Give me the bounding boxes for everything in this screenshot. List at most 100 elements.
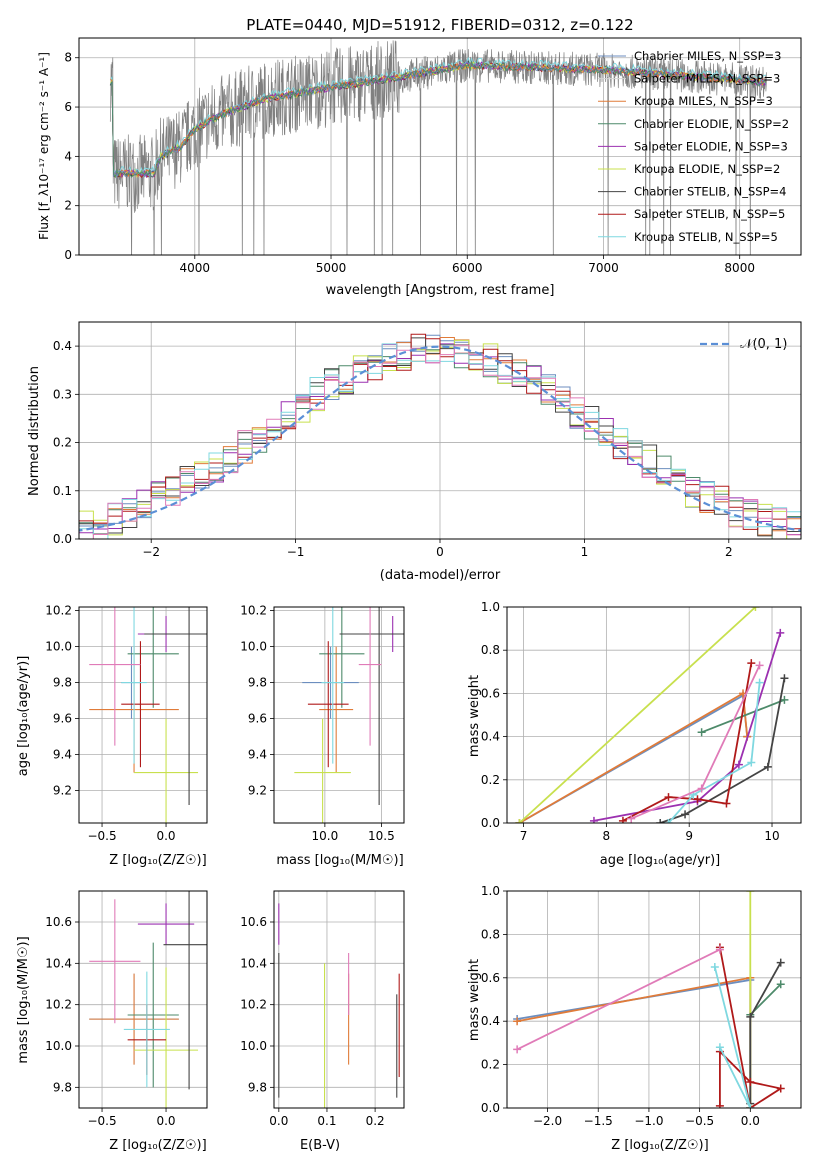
mwz-marker bbox=[715, 1101, 724, 1108]
mwz-axes: −2.0 −1.5 −1.0 −0.5 0.0 0.0 0.2 0.4 0.6 0.8 1.0 bbox=[481, 884, 801, 1128]
mwz-frame bbox=[506, 890, 802, 1109]
mwage-marker bbox=[763, 762, 772, 771]
massz-axes: −0.5 0.0 9.8 10.0 10.2 10.4 10.6 bbox=[45, 891, 207, 1128]
mwage-marker bbox=[656, 819, 665, 823]
residual-xtick-label: 2 bbox=[725, 545, 733, 559]
agemass-axes: 10.0 10.5 9.2 9.4 9.6 9.8 10.0 10.2 bbox=[240, 604, 404, 843]
spectrum-lines bbox=[109, 40, 768, 255]
mwage-series-line bbox=[701, 699, 785, 734]
mwage-marker bbox=[627, 814, 636, 823]
spectrum-xtick-label: 4000 bbox=[180, 261, 211, 275]
mwz-series-line bbox=[516, 948, 721, 1051]
massebv-ytick-label: 9.8 bbox=[248, 1080, 267, 1094]
massebv-axes: 0.0 0.1 0.2 9.8 10.0 10.2 10.4 10.6 bbox=[240, 891, 404, 1128]
agemass-frame bbox=[273, 606, 405, 824]
mwage-marker bbox=[697, 728, 706, 737]
mwage-ytick-label: 0.6 bbox=[481, 686, 500, 700]
mwage-marker bbox=[780, 674, 789, 683]
mwz-xlabel: Z [log₁₀(Z/Z☉)] bbox=[611, 1138, 708, 1153]
mwage-marker bbox=[664, 819, 673, 823]
spectrum-ytick-label: 4 bbox=[64, 149, 72, 163]
massebv-xtick-label: 0.2 bbox=[366, 1114, 385, 1128]
residual-xtick-label: 1 bbox=[581, 545, 589, 559]
residual-ytick-label: 0.2 bbox=[53, 436, 72, 450]
agez-xtick-label: 0.0 bbox=[156, 829, 175, 843]
mwz-xtick-label: −1.5 bbox=[584, 1114, 613, 1128]
agemass-points bbox=[294, 607, 404, 823]
agemass-xlabel: mass [log₁₀(M/M☉)] bbox=[276, 853, 403, 868]
agemass-ytick-label: 9.2 bbox=[248, 784, 267, 798]
spectrum-model-line bbox=[109, 60, 767, 179]
mwage-marker bbox=[747, 758, 756, 767]
mwage-xlabel: age [log₁₀(age/yr)] bbox=[600, 853, 721, 868]
mwage-ytick-label: 1.0 bbox=[481, 600, 500, 614]
mwage-lines bbox=[515, 607, 789, 823]
agez-ylabel: age [log₁₀(age/yr)] bbox=[16, 656, 31, 777]
mwage-xtick-label: 9 bbox=[685, 829, 693, 843]
mwage-series-line bbox=[593, 632, 782, 822]
spectrum-ylabel: Flux [f_λ10⁻¹⁷ erg cm⁻² s⁻¹ A⁻¹] bbox=[37, 52, 51, 240]
residual-ytick-label: 0.3 bbox=[53, 387, 72, 401]
massebv-xtick-label: 0.0 bbox=[269, 1114, 288, 1128]
massz-ytick-label: 10.2 bbox=[45, 998, 72, 1012]
figure-title: PLATE=0440, MJD=51912, FIBERID=0312, z=0… bbox=[246, 16, 633, 34]
residual-hist-line bbox=[79, 333, 801, 530]
mwage-marker bbox=[747, 659, 756, 668]
mwage-xtick-label: 7 bbox=[520, 829, 528, 843]
legend-label: Chabrier STELIB, N_SSP=4 bbox=[634, 185, 786, 199]
mwage-marker bbox=[515, 819, 524, 823]
mwage-series-line bbox=[518, 607, 757, 823]
mwz-marker bbox=[776, 1084, 785, 1093]
mwage-xtick-label: 10 bbox=[764, 829, 779, 843]
legend-label: Salpeter STELIB, N_SSP=5 bbox=[634, 207, 785, 221]
massz-ytick-label: 10.4 bbox=[45, 956, 72, 970]
mwz-marker bbox=[746, 891, 755, 895]
mwage-marker bbox=[664, 793, 673, 802]
mwage-marker bbox=[734, 760, 743, 769]
agez-ytick-label: 10.2 bbox=[45, 604, 72, 618]
mwage-ytick-label: 0.2 bbox=[481, 773, 500, 787]
legend-label: Chabrier ELODIE, N_SSP=2 bbox=[634, 117, 789, 131]
mwage-xtick-label: 8 bbox=[603, 829, 611, 843]
agez-xtick-label: −0.5 bbox=[87, 829, 116, 843]
spectrum-frame bbox=[78, 37, 802, 256]
agez-frame bbox=[78, 606, 208, 824]
mwz-marker bbox=[710, 962, 719, 971]
mwz-ytick-label: 0.6 bbox=[481, 971, 500, 985]
mwage-marker bbox=[681, 810, 690, 819]
agemass-ytick-label: 9.6 bbox=[248, 712, 267, 726]
mwage-marker bbox=[755, 678, 764, 687]
mwage-series-line bbox=[659, 678, 786, 823]
legend-label: Salpeter MILES, N_SSP=3 bbox=[634, 72, 780, 86]
mwz-ylabel: mass weight bbox=[467, 959, 482, 1041]
agemass-ytick-label: 9.8 bbox=[248, 676, 267, 690]
spectrum-xtick-label: 7000 bbox=[588, 261, 619, 275]
mwz-ytick-label: 0.2 bbox=[481, 1058, 500, 1072]
massz-points bbox=[89, 891, 207, 1108]
legend-label: Kroupa MILES, N_SSP=3 bbox=[634, 94, 773, 108]
mwz-xtick-label: −1.0 bbox=[634, 1114, 663, 1128]
mwage-marker bbox=[722, 799, 731, 808]
mwz-series-line bbox=[713, 966, 752, 1108]
massz-ytick-label: 10.0 bbox=[45, 1039, 72, 1053]
mwz-lines bbox=[513, 891, 785, 1108]
massebv-ytick-label: 10.4 bbox=[240, 956, 267, 970]
spectrum-xtick-label: 8000 bbox=[724, 261, 755, 275]
residual-ytick-label: 0.4 bbox=[53, 339, 72, 353]
spectrum-ytick-label: 2 bbox=[64, 199, 72, 213]
agez-points bbox=[89, 607, 207, 823]
spectrum-xtick-label: 5000 bbox=[316, 261, 347, 275]
mwage-ytick-label: 0.8 bbox=[481, 643, 500, 657]
mwz-xtick-label: −0.5 bbox=[685, 1114, 714, 1128]
massebv-xlabel: E(B-V) bbox=[300, 1138, 340, 1153]
massebv-xtick-label: 0.1 bbox=[317, 1114, 336, 1128]
massebv-ytick-label: 10.2 bbox=[240, 998, 267, 1012]
mwz-xtick-label: −2.0 bbox=[533, 1114, 562, 1128]
mwage-marker bbox=[780, 695, 789, 704]
agemass-ytick-label: 10.2 bbox=[240, 604, 267, 618]
agemass-ytick-label: 10.0 bbox=[240, 640, 267, 654]
massz-ytick-label: 9.8 bbox=[53, 1080, 72, 1094]
residual-legend-label: 𝒩(0, 1) bbox=[740, 337, 787, 352]
mwz-marker bbox=[776, 958, 785, 967]
